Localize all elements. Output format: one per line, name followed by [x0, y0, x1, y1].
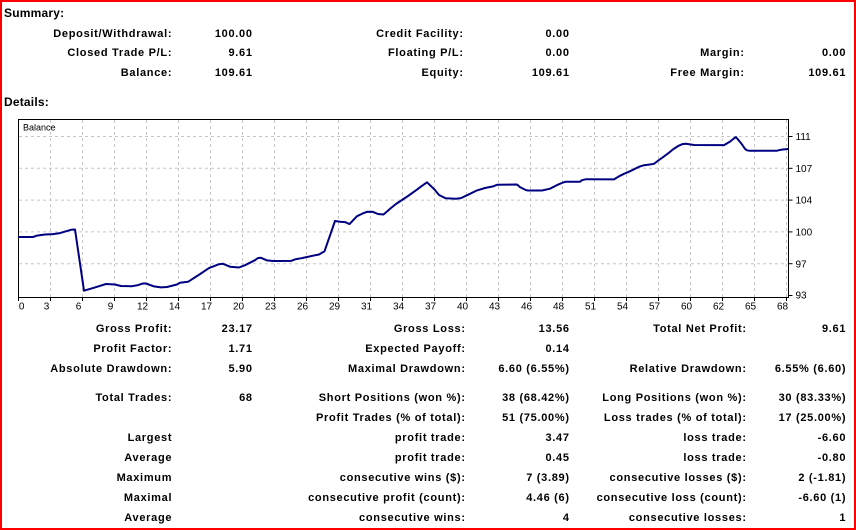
svg-text:43: 43: [489, 301, 501, 312]
svg-text:48: 48: [553, 301, 565, 312]
svg-text:26: 26: [297, 301, 309, 312]
svg-text:31: 31: [361, 301, 373, 312]
svg-text:104: 104: [796, 196, 813, 207]
svg-text:12: 12: [137, 301, 149, 312]
svg-text:97: 97: [796, 259, 808, 270]
svg-text:23: 23: [265, 301, 277, 312]
svg-text:37: 37: [425, 301, 437, 312]
svg-text:20: 20: [233, 301, 245, 312]
svg-text:Balance: Balance: [23, 123, 56, 133]
svg-text:29: 29: [329, 301, 341, 312]
svg-text:93: 93: [796, 291, 808, 302]
svg-text:100: 100: [796, 228, 813, 239]
svg-text:40: 40: [457, 301, 469, 312]
svg-text:57: 57: [649, 301, 661, 312]
svg-text:65: 65: [745, 301, 757, 312]
svg-text:17: 17: [201, 301, 213, 312]
svg-text:34: 34: [393, 301, 405, 312]
svg-text:46: 46: [521, 301, 533, 312]
svg-text:0: 0: [19, 301, 25, 312]
svg-text:14: 14: [169, 301, 181, 312]
svg-text:60: 60: [681, 301, 693, 312]
svg-text:62: 62: [713, 301, 725, 312]
svg-text:107: 107: [796, 164, 813, 175]
svg-text:111: 111: [796, 132, 812, 143]
svg-text:6: 6: [76, 301, 82, 312]
svg-text:68: 68: [777, 301, 789, 312]
svg-text:9: 9: [108, 301, 114, 312]
svg-text:51: 51: [585, 301, 597, 312]
svg-text:3: 3: [44, 301, 50, 312]
svg-text:54: 54: [617, 301, 629, 312]
